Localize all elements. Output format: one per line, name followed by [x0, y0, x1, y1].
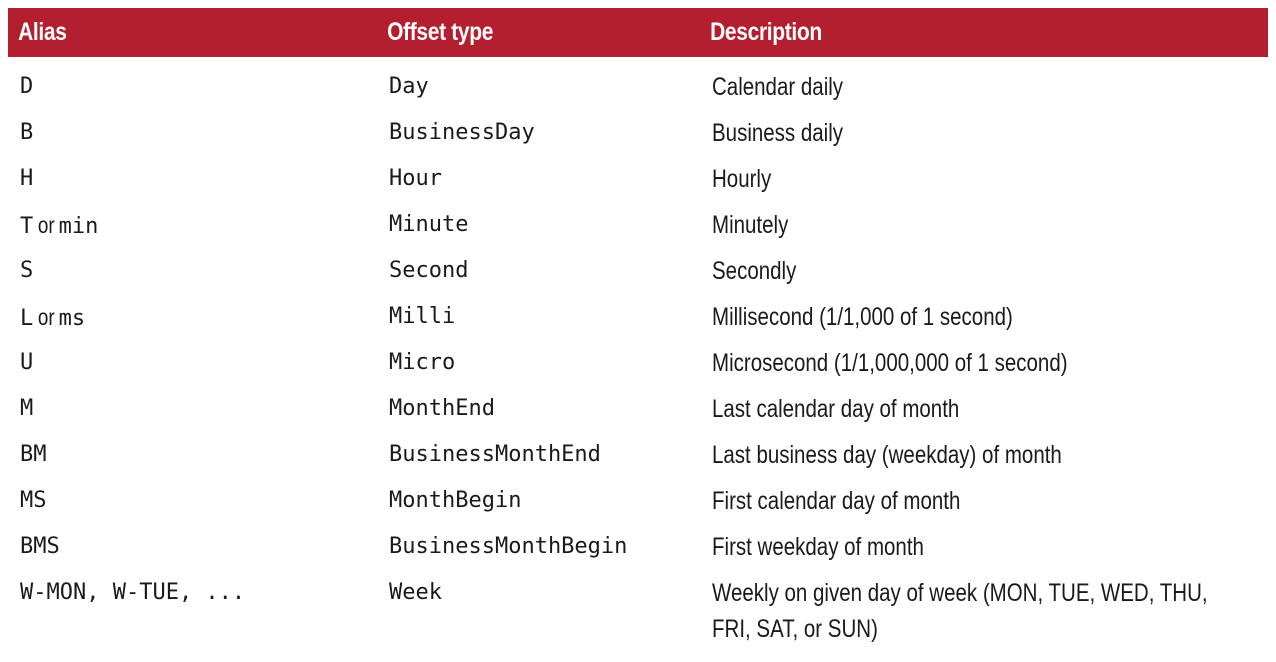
alias-code: L: [20, 306, 34, 331]
description-cell: First weekday of month: [712, 533, 924, 561]
alias-cell: T or min: [8, 202, 377, 252]
table-row: D Day Calendar daily: [8, 64, 1268, 110]
description-wrap: Weekly on given day of week (MON, TUE, W…: [712, 575, 1261, 647]
description-cell: Millisecond (1/1,000 of 1 second): [712, 303, 1013, 331]
alias-cell: M: [20, 396, 34, 421]
table-row: H Hour Hourly: [8, 156, 1268, 202]
offset-cell: Day: [389, 74, 429, 99]
offset-cell: BusinessMonthBegin: [389, 534, 628, 559]
description-cell: Last calendar day of month: [712, 395, 960, 423]
description-cell: Business daily: [712, 119, 844, 147]
alias-or-text: or: [37, 212, 55, 238]
description-cell: Weekly on given day of week (MON, TUE, W…: [700, 570, 1268, 647]
table-row: BM BusinessMonthEnd Last business day (w…: [8, 432, 1268, 478]
alias-cell: W-MON, W-TUE, ...: [20, 580, 246, 605]
offset-cell: MonthEnd: [389, 396, 495, 421]
description-cell: Last business day (weekday) of month: [712, 441, 1062, 469]
offset-cell: Micro: [389, 350, 456, 375]
description-cell: Hourly: [712, 165, 772, 193]
alias-cell: D: [20, 74, 34, 99]
table-row: MS MonthBegin First calendar day of mont…: [8, 478, 1268, 524]
table-row: L or ms Milli Millisecond (1/1,000 of 1 …: [8, 294, 1268, 340]
table-row: M MonthEnd Last calendar day of month: [8, 386, 1268, 432]
alias-cell: MS: [20, 488, 47, 513]
offset-cell: BusinessDay: [389, 120, 535, 145]
table-row: W-MON, W-TUE, ... Week Weekly on given d…: [8, 570, 1268, 662]
table-row: BMS BusinessMonthBegin First weekday of …: [8, 524, 1268, 570]
header-description: Description: [710, 18, 822, 46]
offset-cell: Minute: [389, 212, 469, 237]
table-row: T or min Minute Minutely: [8, 202, 1268, 248]
alias-code: ms: [58, 306, 86, 331]
description-cell: Minutely: [712, 211, 789, 239]
description-cell: Microsecond (1/1,000,000 of 1 second): [712, 349, 1068, 377]
alias-code: min: [58, 214, 99, 239]
table-row: U Micro Microsecond (1/1,000,000 of 1 se…: [8, 340, 1268, 386]
table-header: Alias Offset type Description: [8, 8, 1268, 57]
alias-cell: U: [20, 350, 34, 375]
header-alias: Alias: [18, 18, 67, 46]
alias-cell: BMS: [20, 534, 60, 559]
alias-cell: L or ms: [8, 294, 377, 344]
alias-cell: H: [20, 166, 34, 191]
table-row: S Second Secondly: [8, 248, 1268, 294]
description-cell: Calendar daily: [712, 73, 844, 101]
description-cell: Secondly: [712, 257, 797, 285]
alias-or-text: or: [37, 304, 55, 330]
description-cell: First calendar day of month: [712, 487, 961, 515]
offset-cell: Second: [389, 258, 469, 283]
table-row: B BusinessDay Business daily: [8, 110, 1268, 156]
description-line: Weekly on given day of week (MON, TUE, W…: [712, 579, 1208, 607]
alias-cell: S: [20, 258, 34, 283]
offset-cell: BusinessMonthEnd: [389, 442, 601, 467]
alias-code: T: [20, 214, 34, 239]
offset-cell: Week: [389, 580, 442, 605]
header-offset-type: Offset type: [387, 18, 494, 46]
frequency-alias-table: Alias Offset type Description D Day Cale…: [8, 8, 1268, 662]
offset-cell: Milli: [389, 304, 456, 329]
offset-cell: MonthBegin: [389, 488, 522, 513]
offset-cell: Hour: [389, 166, 442, 191]
alias-cell: B: [20, 120, 34, 145]
alias-cell: BM: [20, 442, 47, 467]
description-line: FRI, SAT, or SUN): [712, 615, 878, 643]
